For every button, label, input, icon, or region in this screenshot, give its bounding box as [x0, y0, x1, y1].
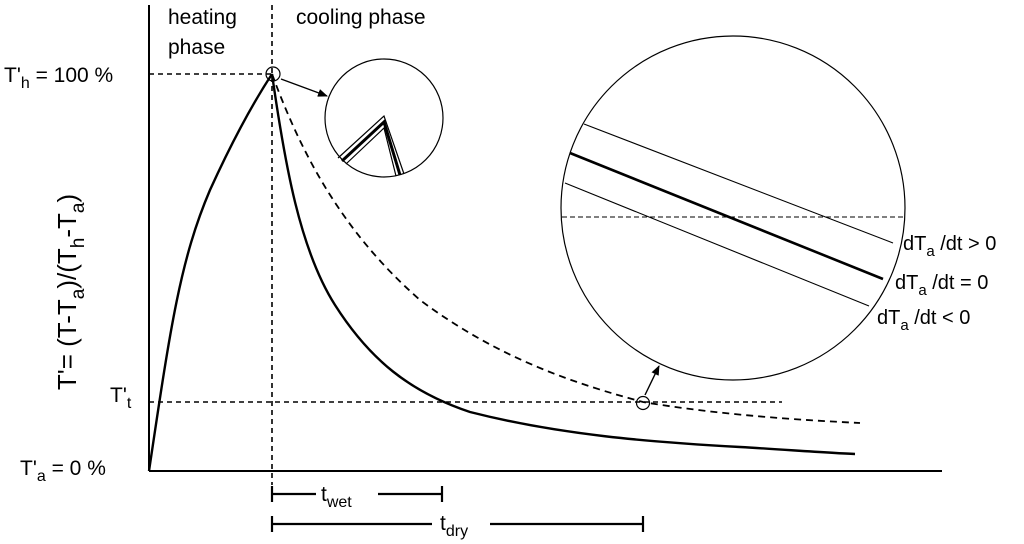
t-dry-label: tdry [440, 512, 468, 540]
peak-marker-circle [265, 66, 281, 82]
gradient-zoom-lines [562, 123, 905, 307]
th-tick-label: T'h = 100 % [4, 64, 113, 92]
t-dry-bar [270, 516, 645, 532]
solid-cooling-curve [270, 73, 856, 456]
peak-zoom-arrow [280, 78, 328, 97]
heating-phase-label-line2: phase [168, 36, 225, 59]
t-wet-label: twet [321, 483, 352, 511]
heating-curve [147, 73, 274, 472]
dta-dt-negative-label: dTa /dt < 0 [877, 307, 970, 334]
dta-dt-zero-label: dTa /dt = 0 [895, 272, 988, 299]
intersection-marker-circle [635, 395, 651, 411]
heating-phase-label-line1: heating [168, 6, 237, 29]
t-wet-bar [270, 486, 444, 502]
y-axis-title: T'= (T-Ta)/(Th-Ta) [52, 194, 89, 390]
intersection-zoom-arrow [644, 365, 660, 396]
cooling-phase-label: cooling phase [296, 6, 426, 29]
dashed-cooling-curve [271, 73, 861, 424]
peak-zoom-lines [337, 114, 405, 177]
tt-tick-label: T't [110, 384, 132, 412]
ta-tick-label: T'a = 0 % [20, 457, 106, 485]
dta-dt-positive-label: dTa /dt > 0 [903, 233, 996, 260]
gradient-zoom-circle [560, 35, 906, 381]
